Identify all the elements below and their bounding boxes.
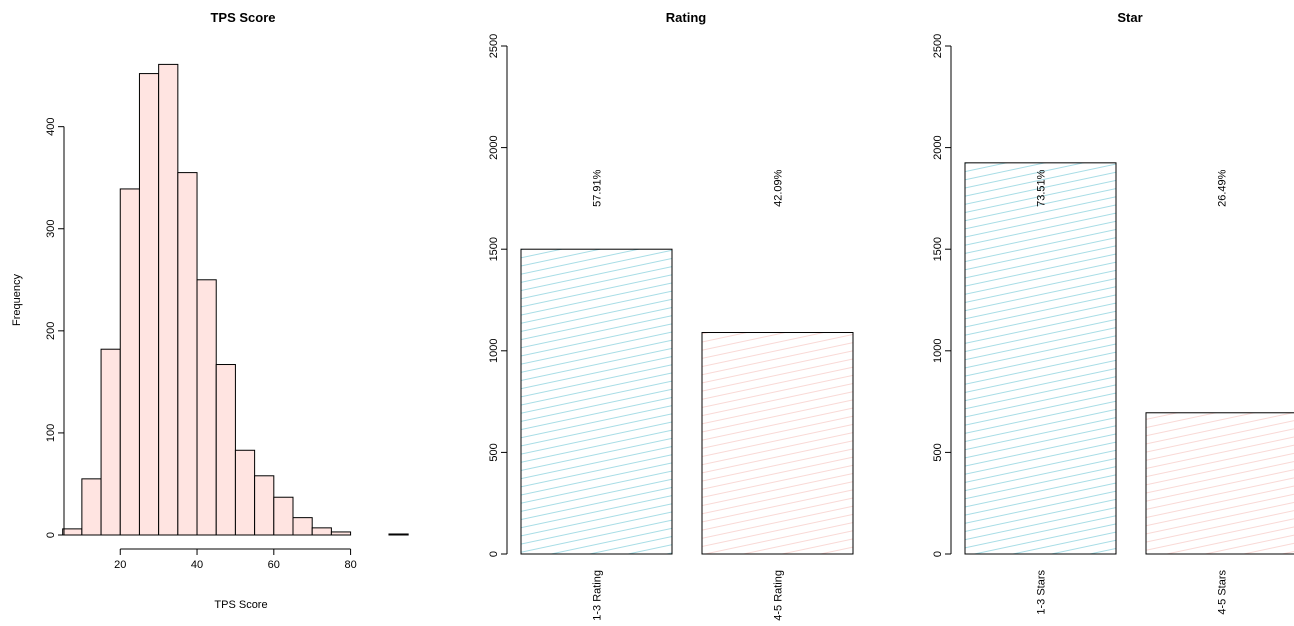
bar-category-label: 1-3 Stars <box>1036 570 1048 615</box>
y-tick-label: 500 <box>932 443 944 461</box>
histogram-bar <box>234 449 256 536</box>
histogram-bar <box>388 533 409 536</box>
histogram-y-tick-label: 400 <box>45 117 57 135</box>
histogram-x-label: TPS Score <box>214 599 267 611</box>
bar-percentage-label: 26.49% <box>1217 169 1229 207</box>
bar <box>1145 412 1294 555</box>
rating-annotations: 57.91% 42.09% <box>592 169 785 207</box>
histogram-x-tick-label: 60 <box>268 559 280 571</box>
star-panel: Star 0 500 1000 1500 2000 2500 1-3 Stars 4-5 S… <box>932 10 1294 615</box>
star-category-labels: 1-3 Stars 4-5 Stars <box>1036 570 1229 615</box>
histogram-panel: TPS Score 20 40 60 80 0 100 200 300 400 TPS Sco… <box>11 10 409 611</box>
y-tick-label: 0 <box>488 551 500 557</box>
bar <box>701 332 854 555</box>
histogram-x-tick-label: 40 <box>191 559 203 571</box>
histogram-x-tick-label: 20 <box>114 559 126 571</box>
rating-panel: Rating 0 500 1000 1500 2000 2500 1-3 Rating 4-… <box>488 10 854 621</box>
histogram-bar <box>177 172 198 536</box>
bar-category-label: 4-5 Stars <box>1217 570 1229 615</box>
histogram-bars <box>62 63 409 536</box>
histogram-y-axis: 0 100 200 300 400 <box>45 117 65 538</box>
star-y-axis: 0 500 1000 1500 2000 2500 <box>932 34 952 557</box>
histogram-bar <box>138 73 160 536</box>
histogram-y-tick-label: 200 <box>45 322 57 340</box>
y-tick-label: 2500 <box>932 34 944 58</box>
histogram-x-axis: 20 40 60 80 <box>114 548 357 571</box>
histogram-y-tick-label: 0 <box>45 532 57 538</box>
bar-category-label: 1-3 Rating <box>592 570 604 621</box>
rating-bars <box>520 248 854 555</box>
bar-category-label: 4-5 Rating <box>773 570 785 621</box>
bar-percentage-label: 42.09% <box>773 169 785 207</box>
histogram-bar <box>215 364 236 536</box>
bar <box>964 162 1117 555</box>
histogram-bar <box>273 496 294 536</box>
star-annotations: 73.51% 26.49% <box>1036 169 1229 207</box>
histogram-bar <box>158 63 179 536</box>
rating-title: Rating <box>666 10 707 25</box>
histogram-title: TPS Score <box>210 10 275 25</box>
star-bars <box>964 162 1294 555</box>
histogram-bar <box>254 475 275 536</box>
histogram-bar <box>311 527 332 536</box>
histogram-y-tick-label: 100 <box>45 424 57 442</box>
histogram-y-label: Frequency <box>11 274 23 326</box>
y-tick-label: 1000 <box>488 339 500 363</box>
histogram-bar <box>196 279 217 536</box>
histogram-x-tick-label: 80 <box>344 559 356 571</box>
histogram-bar <box>292 517 313 536</box>
y-tick-label: 500 <box>488 443 500 461</box>
rating-y-axis: 0 500 1000 1500 2000 2500 <box>488 34 508 557</box>
bar <box>520 248 673 555</box>
rating-category-labels: 1-3 Rating 4-5 Rating <box>592 570 785 621</box>
y-tick-label: 2000 <box>488 135 500 159</box>
y-tick-label: 1500 <box>488 237 500 261</box>
histogram-bar <box>119 188 140 536</box>
histogram-bar <box>62 528 83 536</box>
y-tick-label: 1500 <box>932 237 944 261</box>
y-tick-label: 0 <box>932 551 944 557</box>
histogram-bar <box>81 478 102 536</box>
y-tick-label: 2000 <box>932 135 944 159</box>
bar-percentage-label: 73.51% <box>1036 169 1048 207</box>
histogram-y-tick-label: 300 <box>45 220 57 238</box>
histogram-bar <box>330 531 352 536</box>
y-tick-label: 2500 <box>488 34 500 58</box>
star-title: Star <box>1117 10 1142 25</box>
y-tick-label: 1000 <box>932 339 944 363</box>
histogram-bar <box>100 348 121 536</box>
bar-percentage-label: 57.91% <box>592 169 604 207</box>
